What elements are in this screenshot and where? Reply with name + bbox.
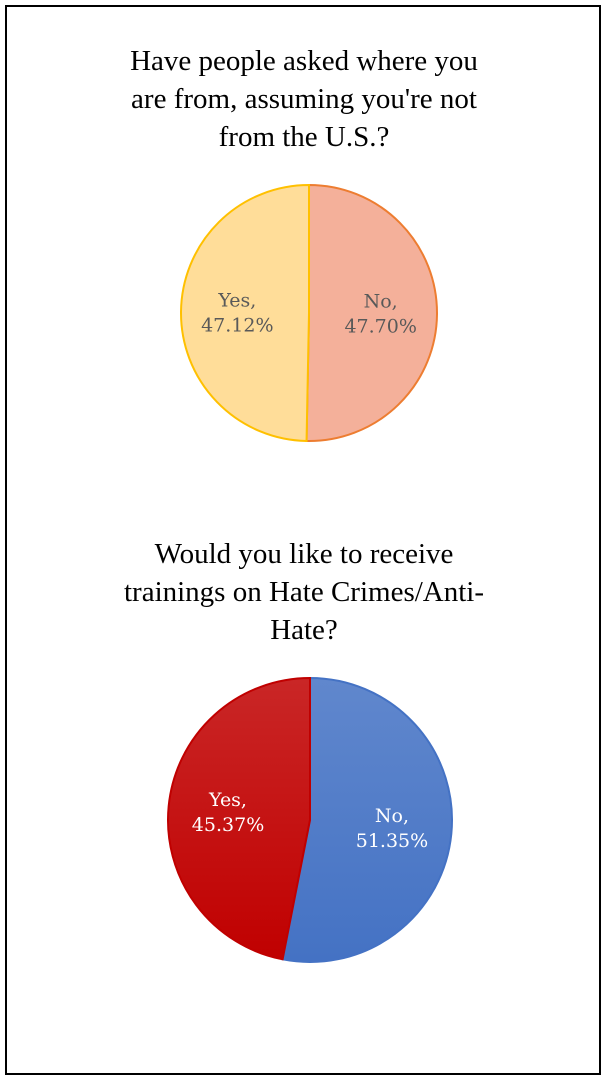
chart-2-title-line-2: trainings on Hate Crimes/Anti-	[123, 576, 485, 608]
chart-2-title: Would you like to receive trainings on H…	[0, 535, 608, 649]
chart-1-title-line-2: are from, assuming you're not	[131, 83, 477, 115]
chart-1-pie: No, 47.70% Yes, 47.12%	[180, 183, 438, 442]
chart-1-slice-no	[305, 183, 438, 442]
chart-2-title-line-1: Would you like to receive	[154, 538, 454, 570]
chart-1-label-no: No, 47.70%	[344, 291, 416, 338]
chart-1-title-line-3: from the U.S.?	[218, 121, 390, 153]
chart-2-slice-yes	[167, 676, 311, 961]
chart-2-slice-no	[281, 676, 453, 963]
chart-1-slice-yes	[180, 183, 310, 442]
chart-1-label-yes: Yes, 47.12%	[201, 289, 273, 336]
chart-2-title-line-3: Hate?	[270, 614, 338, 646]
chart-1-title: Have people asked where you are from, as…	[0, 42, 608, 156]
chart-2-pie: No, 51.35% Yes, 45.37%	[167, 676, 453, 963]
chart-2-label-no: No, 51.35%	[356, 805, 428, 852]
chart-2-label-yes: Yes, 45.37%	[192, 789, 264, 836]
chart-1-title-line-1: Have people asked where you	[130, 45, 478, 77]
